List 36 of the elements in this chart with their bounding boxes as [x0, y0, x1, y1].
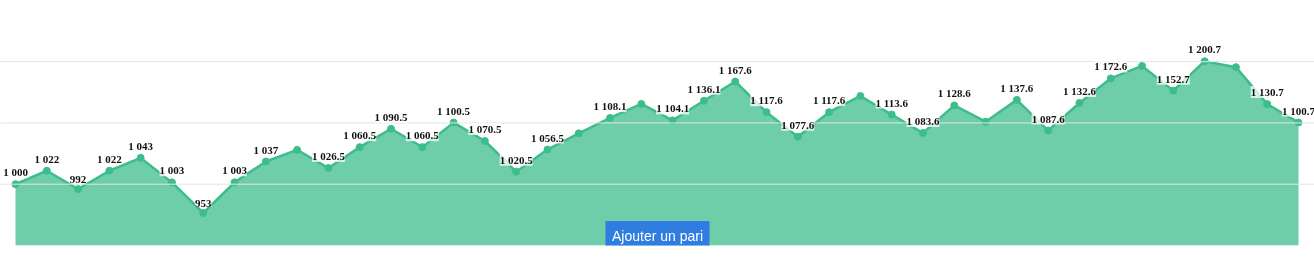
data-label: 953	[195, 197, 213, 210]
data-label: 1 026.5	[311, 149, 346, 162]
data-label: 1 022	[34, 152, 60, 165]
data-label: 1 113.6	[875, 96, 909, 109]
data-label: 1 043	[128, 139, 154, 152]
data-label: 992	[69, 173, 87, 186]
data-label: 1 172.6	[1094, 60, 1128, 73]
data-label: 1 200.7	[1188, 43, 1222, 56]
data-label: 1 108.1	[593, 99, 627, 112]
data-label: 1 117.6	[812, 94, 846, 107]
data-label: 1 128.6	[937, 87, 972, 100]
data-label: 1 056.5	[530, 131, 565, 144]
data-label: 1 022	[97, 152, 123, 165]
data-label: 1 060.5	[343, 129, 377, 142]
data-label: 1 137.6	[1000, 81, 1034, 94]
data-label: 1 083.6	[906, 114, 940, 127]
data-label: 1 100.7	[1282, 104, 1314, 117]
data-label: 1 152.7	[1156, 72, 1191, 85]
data-label: 1 136.1	[687, 82, 721, 95]
data-label: 1 000	[3, 166, 29, 179]
annotation: Ajouter un pari	[611, 227, 704, 244]
data-label: 1 020.5	[499, 153, 534, 166]
data-label: 1 037	[253, 143, 279, 156]
data-label: 1 070.5	[468, 123, 502, 136]
data-label: 1 060.5	[405, 129, 440, 142]
data-label: 1 100.5	[437, 104, 471, 117]
data-label: 1 167.6	[718, 63, 753, 76]
data-label: 1 087.6	[1031, 112, 1066, 125]
data-label: 1 077.6	[781, 118, 815, 131]
data-label: 1 117.6	[750, 94, 784, 107]
data-label: 1 132.6	[1062, 84, 1097, 97]
data-label: 1 090.5	[374, 110, 409, 123]
data-label: 1 130.7	[1250, 86, 1285, 99]
data-label: 1 104.1	[656, 102, 690, 115]
data-label: 1 003	[222, 164, 248, 177]
data-label: 1 003	[159, 164, 185, 177]
